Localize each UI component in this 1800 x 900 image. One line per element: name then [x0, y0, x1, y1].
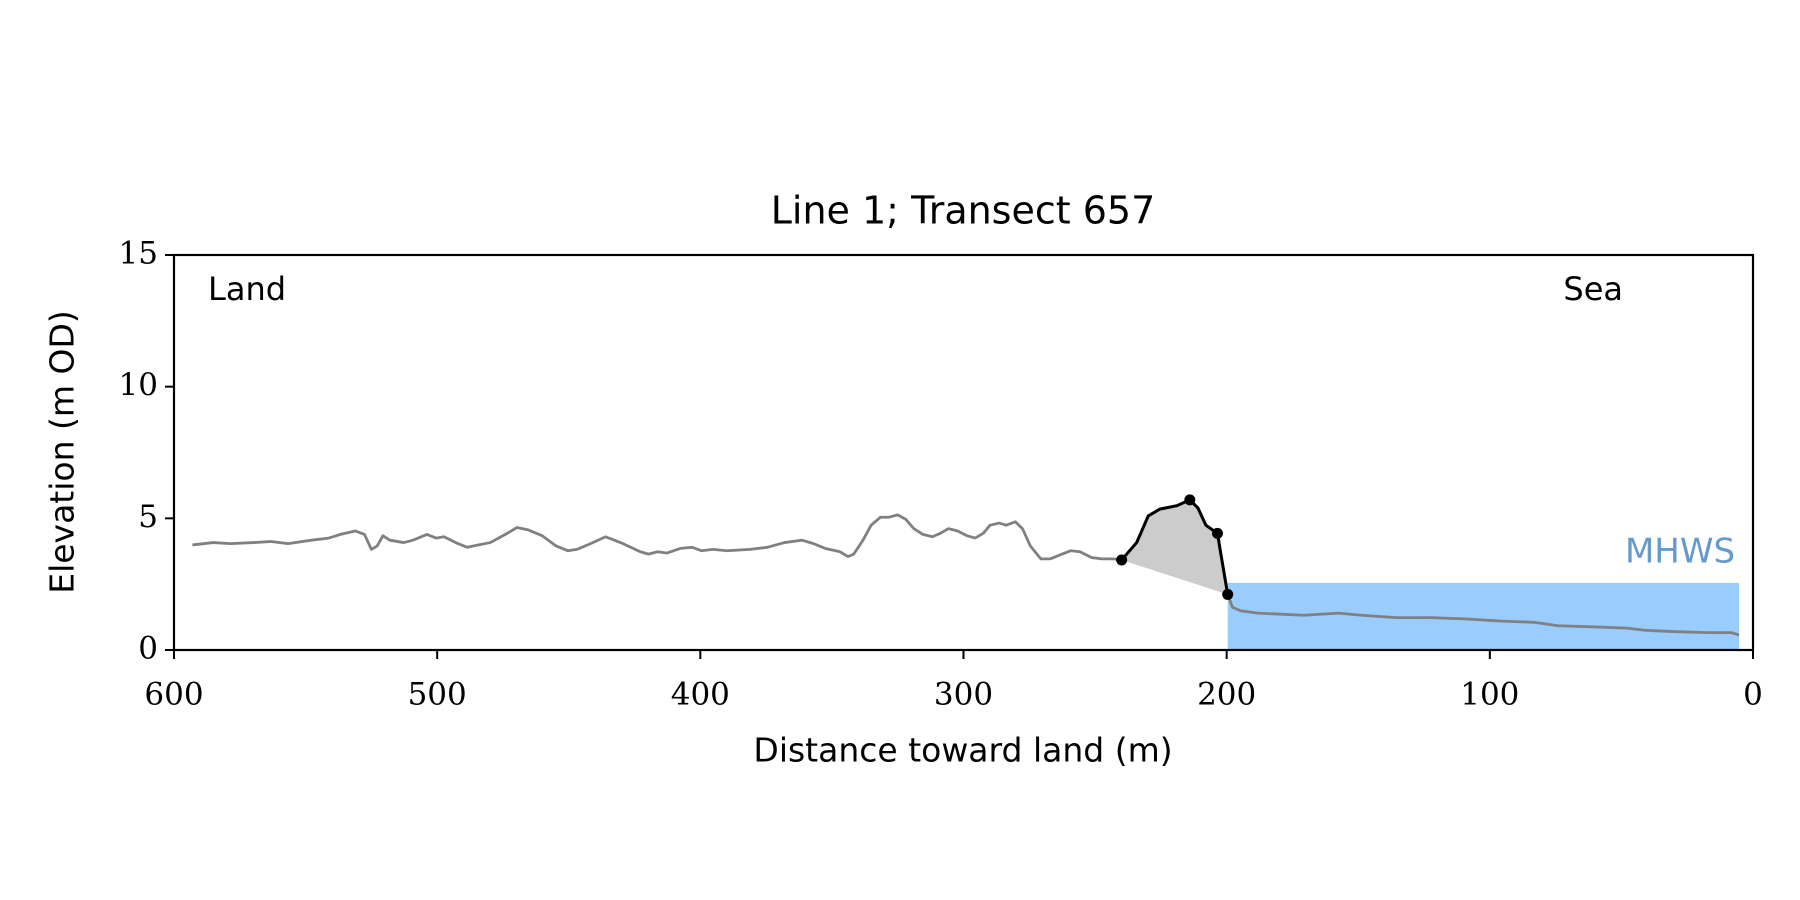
- x-tick-label: 400: [671, 677, 730, 713]
- profile-line: [192, 498, 1740, 637]
- mhws-band: [1227, 582, 1740, 650]
- y-tick-label: 10: [119, 367, 158, 403]
- y-axis-label: Elevation (m OD): [43, 310, 82, 594]
- x-tick-label: 100: [1460, 677, 1519, 713]
- dune-point: [1222, 588, 1234, 600]
- dune-area: [1121, 499, 1228, 595]
- mhws-label: MHWS: [1625, 531, 1735, 571]
- x-tick-label: 300: [934, 677, 993, 713]
- dune-point: [1116, 554, 1128, 566]
- y-tick-label: 15: [119, 236, 158, 272]
- sea-label: Sea: [1563, 270, 1623, 308]
- x-axis-label: Distance toward land (m): [753, 731, 1172, 770]
- x-tick-label: 0: [1743, 677, 1763, 713]
- x-tick-label: 600: [144, 677, 203, 713]
- land-label: Land: [208, 270, 286, 308]
- dune-point: [1184, 494, 1196, 506]
- dune-point: [1211, 527, 1223, 539]
- x-tick-label: 500: [408, 677, 467, 713]
- y-tick-label: 0: [138, 631, 158, 667]
- x-tick-label: 200: [1197, 677, 1256, 713]
- y-tick-label: 5: [138, 499, 158, 535]
- chart-title: Line 1; Transect 657: [771, 189, 1156, 233]
